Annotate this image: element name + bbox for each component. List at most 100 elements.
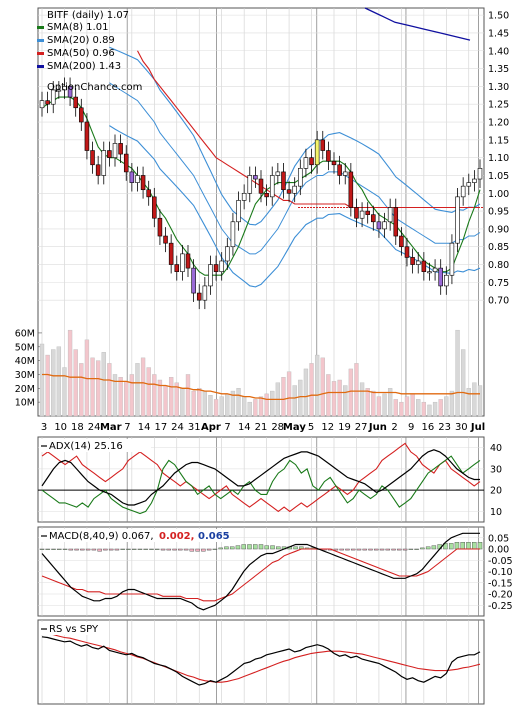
volume-bar <box>326 374 331 417</box>
macd-label-bg <box>39 529 225 542</box>
candle-body <box>348 171 354 208</box>
volume-tick-label: 50M <box>15 342 35 353</box>
macd-histogram-bar <box>253 544 258 550</box>
macd-signal-value: 0.002, <box>159 531 194 542</box>
volume-bar <box>107 363 112 417</box>
volume-bar <box>421 401 427 417</box>
volume-bar <box>163 385 168 417</box>
x-tick-label: Apr <box>201 422 221 433</box>
candle-body <box>421 260 427 272</box>
candle-body <box>191 267 196 294</box>
volume-bar <box>354 363 359 417</box>
volume-bar <box>180 388 185 417</box>
candle-body <box>258 178 264 194</box>
volume-bar <box>258 396 264 417</box>
candle-body <box>123 153 129 173</box>
candle-body <box>202 285 208 301</box>
volume-bar <box>168 377 174 417</box>
macd-histogram-bar <box>218 547 223 550</box>
price-tick-label: 0.95 <box>488 207 509 218</box>
candle-body <box>185 253 191 269</box>
volume-bar <box>185 374 191 417</box>
candle-body <box>90 150 95 166</box>
volume-bar <box>230 390 236 417</box>
price-tick-label: 1.40 <box>488 46 509 57</box>
x-tick-label: May <box>283 422 306 433</box>
volume-bar <box>45 354 50 417</box>
volume-bar <box>438 399 443 417</box>
candle-body <box>135 175 140 183</box>
candle-body <box>196 292 202 301</box>
rs-label: RS vs SPY <box>49 624 99 635</box>
legend-swatch <box>37 26 44 29</box>
candle-body <box>415 260 421 265</box>
adx-tick-label: 20 <box>490 486 502 497</box>
macd-histogram-bar <box>350 548 356 551</box>
x-tick-label: 23 <box>438 422 451 433</box>
candle-body <box>309 157 314 166</box>
volume-bar <box>466 388 471 417</box>
macd-histogram-bar <box>276 546 281 550</box>
volume-bar <box>348 368 354 417</box>
volume-tick-label: 20M <box>15 384 35 395</box>
candle-body <box>39 100 45 109</box>
macd-histogram-bar <box>166 548 172 551</box>
price-tick-label: 1.25 <box>488 100 509 111</box>
candle-body <box>432 267 438 272</box>
volume-bar <box>365 388 370 417</box>
macd-histogram-bar <box>247 544 252 550</box>
volume-bar <box>202 390 208 417</box>
macd-histogram-bar <box>454 542 460 550</box>
x-tick-label: 24 <box>88 422 101 433</box>
candle-body <box>449 242 455 276</box>
candle-body <box>73 96 78 109</box>
macd-histogram-bar <box>472 542 477 550</box>
candle-body <box>168 242 174 265</box>
volume-bar <box>79 363 84 417</box>
volume-bar <box>95 360 101 417</box>
candle-body <box>320 139 326 151</box>
macd-histogram-bar <box>362 548 367 551</box>
macd-histogram-bar <box>212 548 218 550</box>
x-tick-label: 3 <box>41 422 47 433</box>
macd-histogram-bar <box>62 548 68 550</box>
price-tick-label: 1.45 <box>488 28 509 39</box>
candle-body <box>146 189 151 198</box>
plus-di-line <box>41 455 481 515</box>
legend-swatch <box>37 52 44 55</box>
x-tick-label: 30 <box>455 422 468 433</box>
price-panel <box>37 7 485 417</box>
volume-bar <box>51 349 56 417</box>
candle-body <box>95 164 101 176</box>
x-tick-label: 17 <box>154 422 167 433</box>
macd-histogram-bar <box>258 544 264 550</box>
macd-histogram-bar <box>379 548 385 551</box>
candle-body <box>298 168 303 187</box>
volume-bar <box>432 401 438 417</box>
volume-bar <box>410 393 415 417</box>
candle-body <box>354 207 359 219</box>
volume-bar <box>444 396 449 417</box>
volume-bar <box>208 395 213 417</box>
legend-entry: SMA(50) 0.96 <box>47 48 115 59</box>
macd-tick-label: -0.25 <box>488 601 513 612</box>
candle-body <box>387 207 393 223</box>
macd-histogram-bar <box>368 548 373 551</box>
candle-body <box>337 164 342 176</box>
macd-histogram-bar <box>397 548 402 551</box>
rs-label-bg <box>39 622 105 635</box>
volume-bar <box>157 379 163 417</box>
x-tick-label: 9 <box>408 422 414 433</box>
volume-bar <box>112 374 118 417</box>
volume-bar <box>320 357 325 417</box>
macd-histogram-bar <box>74 548 79 551</box>
macd-histogram-bar <box>414 548 419 550</box>
macd-histogram-bar <box>114 548 120 551</box>
candle-body <box>67 86 73 98</box>
candle-body <box>314 139 320 166</box>
volume-bar <box>197 388 202 417</box>
x-tick-label: 16 <box>422 422 435 433</box>
adx-tick-label: 10 <box>490 507 502 518</box>
volume-bar <box>314 354 320 417</box>
candle-body <box>129 171 135 183</box>
